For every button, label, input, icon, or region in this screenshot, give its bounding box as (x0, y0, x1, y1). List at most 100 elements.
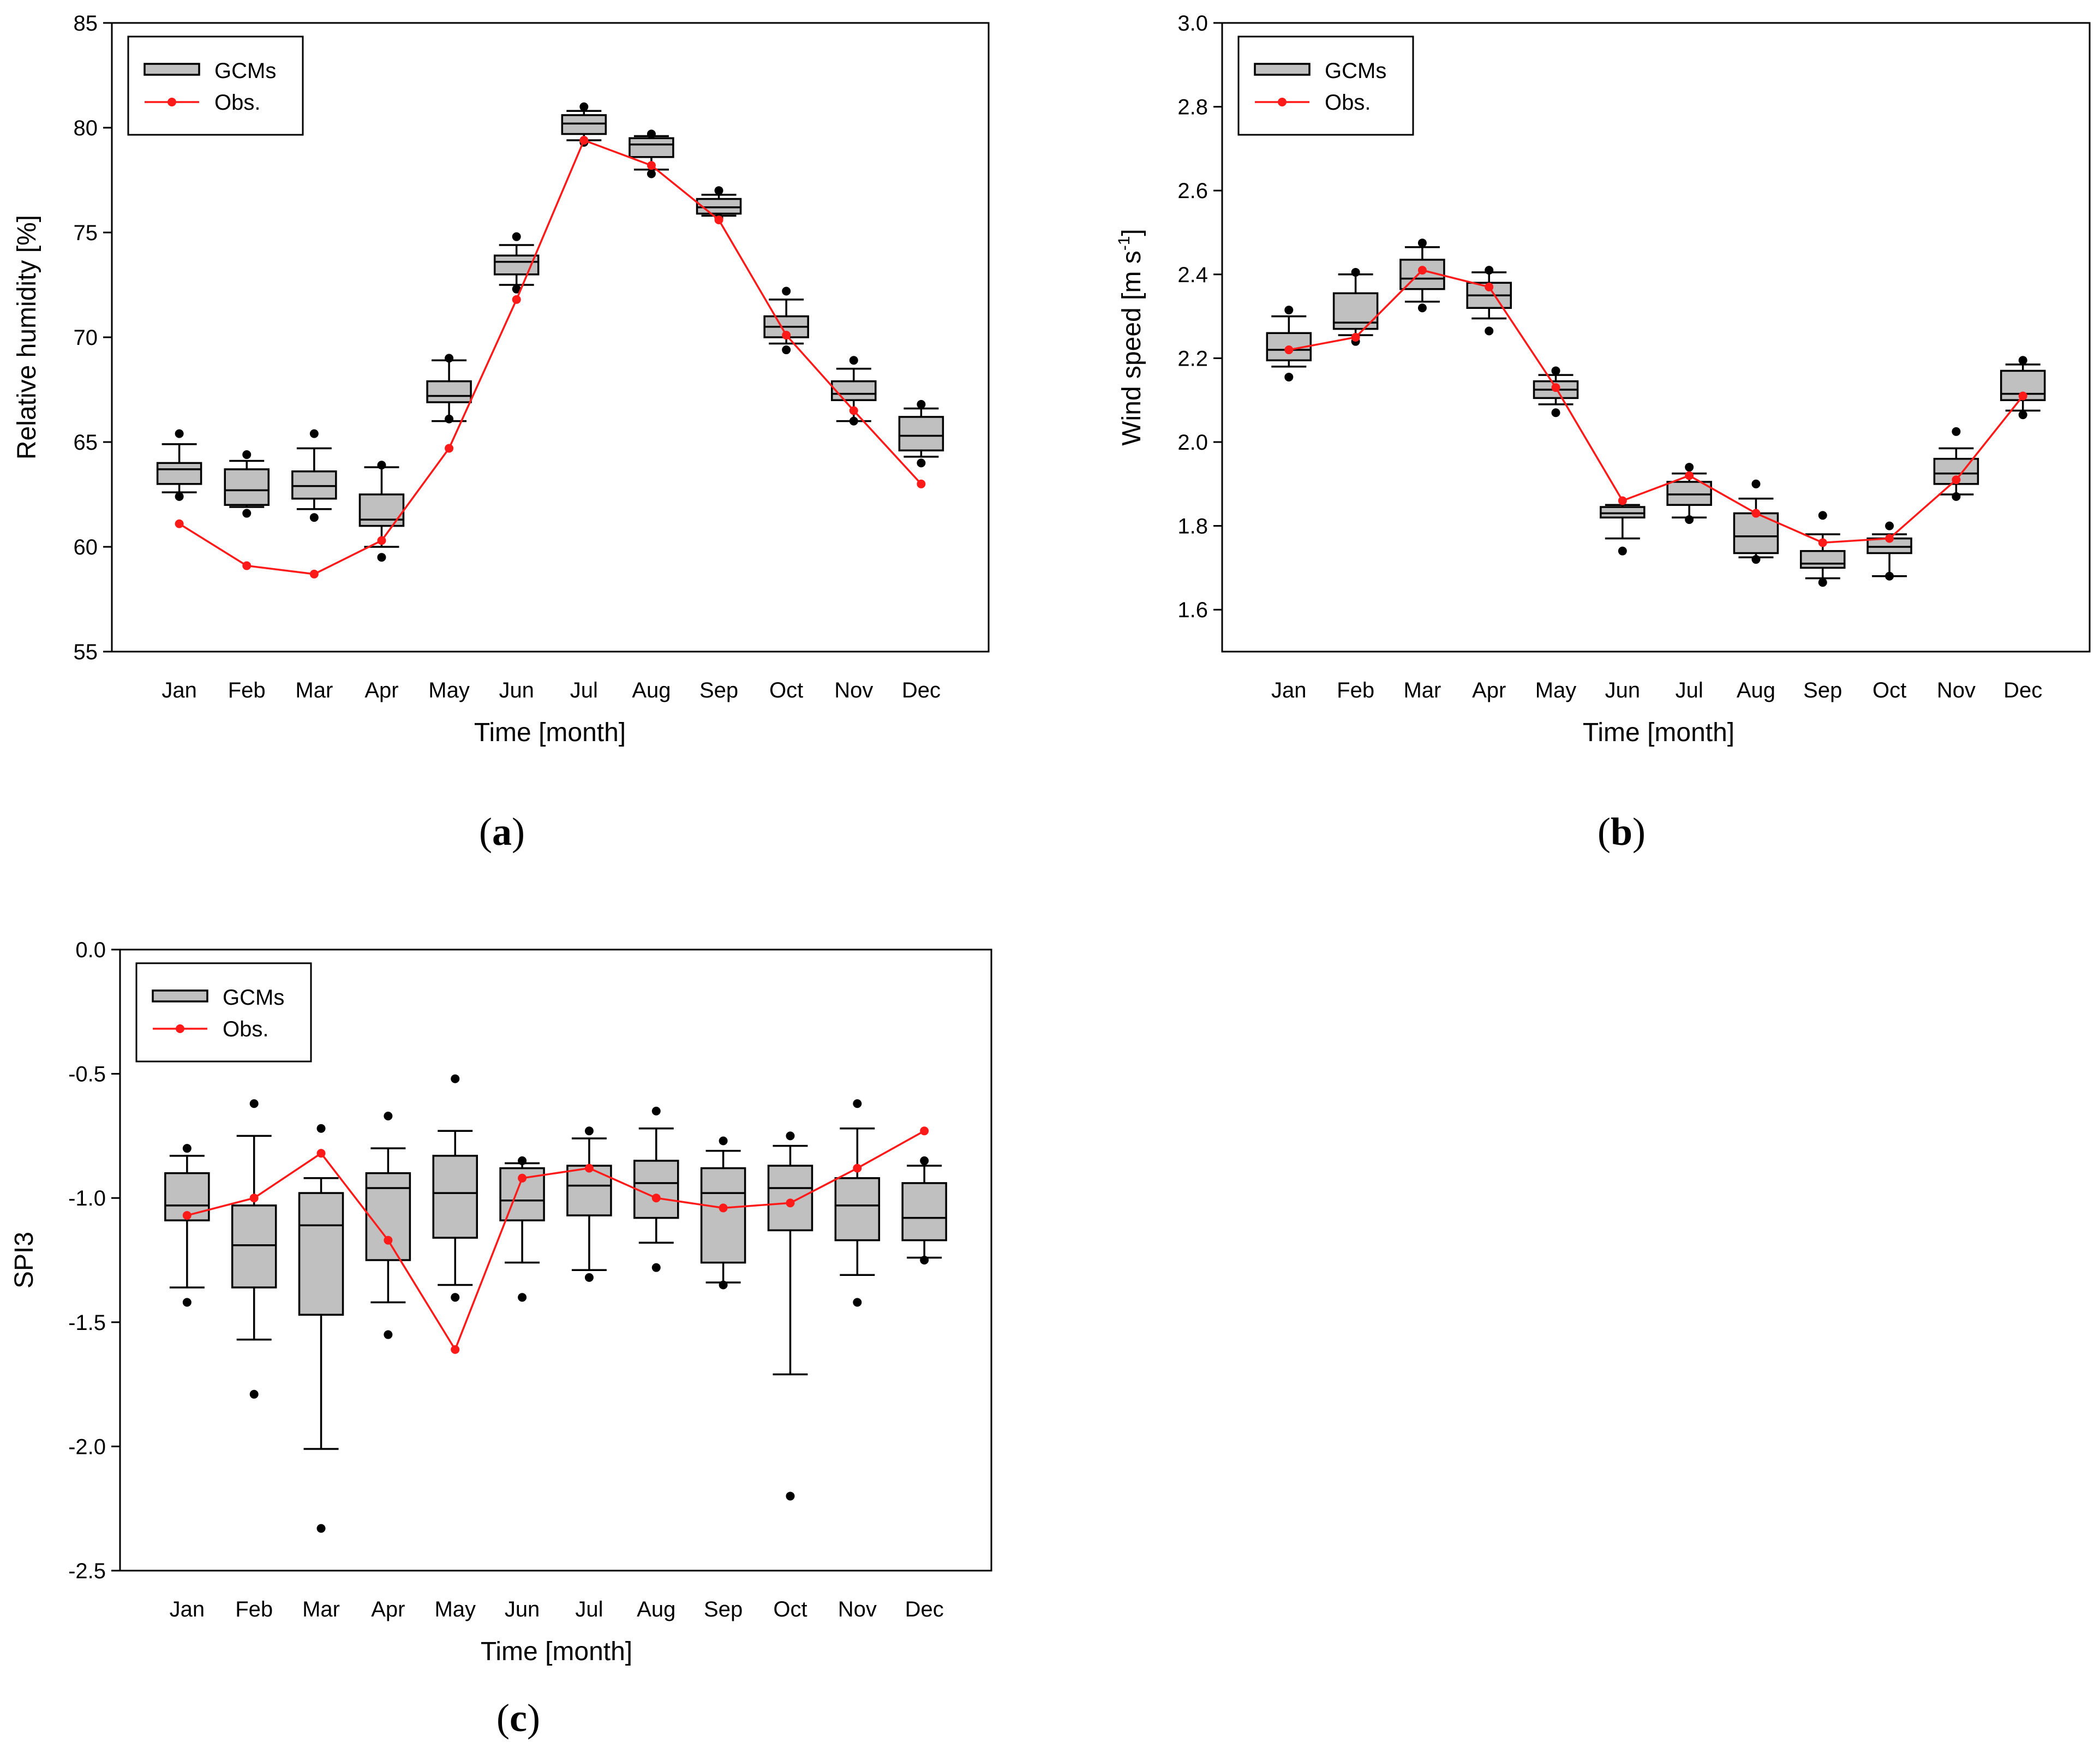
outlier-point (2018, 410, 2027, 420)
box-dec (901, 1156, 947, 1264)
outlier-point (2018, 356, 2027, 365)
box-iqr (696, 198, 742, 215)
x-tick-label-may: May (1535, 678, 1577, 702)
box-iqr (156, 462, 202, 485)
x-tick-label-dec: Dec (2003, 678, 2042, 702)
box-jan (164, 1144, 210, 1307)
y-tick-label: 60 (74, 535, 98, 559)
box-iqr (291, 470, 337, 500)
box-jan (156, 429, 202, 501)
x-tick-label-mar: Mar (302, 1597, 340, 1621)
obs-point-jul (584, 1164, 594, 1173)
x-tick-label-jun: Jun (499, 678, 534, 702)
panel-label: (b) (1598, 810, 1646, 854)
legend-swatch-obs-point (1278, 98, 1287, 106)
box-oct (767, 1131, 813, 1501)
outlier-point (917, 399, 926, 409)
x-tick-label-jul: Jul (570, 678, 598, 702)
outlier-point (853, 1298, 862, 1307)
outlier-point (1685, 515, 1694, 524)
outlier-point (1751, 479, 1761, 488)
x-tick-label-jun: Jun (505, 1597, 540, 1621)
legend: GCMs Obs. (135, 962, 312, 1063)
panel-label-close-paren: ) (527, 1696, 540, 1740)
legend-label-gcms: GCMs (1325, 59, 1386, 83)
x-tick-label-jun: Jun (1605, 678, 1641, 702)
outlier-point (1351, 267, 1360, 277)
obs-point-mar (1417, 266, 1427, 275)
x-tick-label-aug: Aug (632, 678, 671, 702)
box-dec (898, 399, 944, 468)
obs-point-jun (1618, 496, 1627, 505)
box-iqr (700, 1167, 746, 1264)
y-tick-label: -2.5 (68, 1559, 106, 1583)
y-tick-label: 85 (74, 11, 98, 35)
outlier-point (1751, 555, 1761, 564)
x-tick-label-may: May (434, 1597, 476, 1621)
outlier-point (242, 509, 252, 518)
x-tick-label-dec: Dec (902, 678, 941, 702)
outlier-point (714, 186, 723, 195)
legend-label-gcms: GCMs (223, 986, 284, 1010)
box-iqr (831, 380, 877, 401)
legend-label-obs: Obs. (1325, 91, 1371, 115)
y-tick-label: 2.2 (1177, 347, 1208, 371)
outlier-point (1284, 372, 1294, 381)
obs-point-sep (719, 1203, 728, 1213)
box-mar (298, 1124, 344, 1533)
x-tick-label-aug: Aug (1737, 678, 1775, 702)
outlier-point (1818, 511, 1827, 520)
obs-point-jul (579, 136, 589, 145)
obs-point-may (445, 444, 454, 453)
obs-point-may (451, 1345, 460, 1354)
outlier-point (249, 1389, 259, 1399)
x-tick-label-jan: Jan (1271, 678, 1307, 702)
x-tick-label-mar: Mar (1403, 678, 1441, 702)
outlier-point (1952, 492, 1961, 501)
box-iqr (1600, 506, 1646, 518)
y-tick-label: 80 (74, 116, 98, 140)
outlier-point (518, 1156, 527, 1165)
box-iqr (1666, 481, 1712, 506)
legend-swatch-gcms (1254, 63, 1311, 76)
obs-point-feb (242, 561, 252, 570)
x-axis-label: Time [month] (1583, 718, 1734, 747)
box-dec (2000, 356, 2046, 420)
outlier-point (1618, 546, 1627, 556)
outlier-point (1952, 427, 1961, 436)
obs-point-jan (1284, 345, 1294, 355)
obs-point-nov (1952, 475, 1961, 485)
y-tick-label: 55 (74, 640, 98, 664)
outlier-point (651, 1263, 661, 1272)
obs-point-dec (920, 1126, 929, 1136)
box-iqr (834, 1177, 881, 1242)
outlier-point (1885, 571, 1894, 581)
box-iqr (432, 1155, 478, 1239)
obs-point-apr (1485, 282, 1494, 291)
y-tick-label: 2.4 (1177, 263, 1208, 287)
outlier-point (1417, 303, 1427, 313)
y-tick-label: 2.8 (1177, 96, 1208, 120)
outlier-point (309, 513, 319, 522)
x-tick-label-feb: Feb (1337, 678, 1374, 702)
obs-point-aug (1751, 509, 1761, 518)
obs-line (1288, 269, 2024, 544)
y-axis-label-main: Wind speed [m s (1117, 250, 1146, 445)
x-tick-label-jan: Jan (161, 678, 197, 702)
outlier-point (175, 429, 184, 438)
box-jan (1266, 306, 1312, 381)
outlier-point (377, 461, 386, 470)
x-tick-label-nov: Nov (1937, 678, 1976, 702)
outlier-point (1551, 408, 1560, 417)
outlier-point (445, 354, 454, 363)
obs-point-oct (1885, 534, 1894, 543)
outlier-point (377, 553, 386, 562)
legend-label-obs: Obs. (223, 1017, 268, 1041)
outlier-point (782, 345, 791, 355)
panel-label-close-paren: ) (512, 810, 525, 854)
outlier-point (1818, 578, 1827, 587)
box-apr (365, 1111, 411, 1339)
box-iqr (633, 1160, 679, 1219)
outlier-point (316, 1124, 326, 1133)
